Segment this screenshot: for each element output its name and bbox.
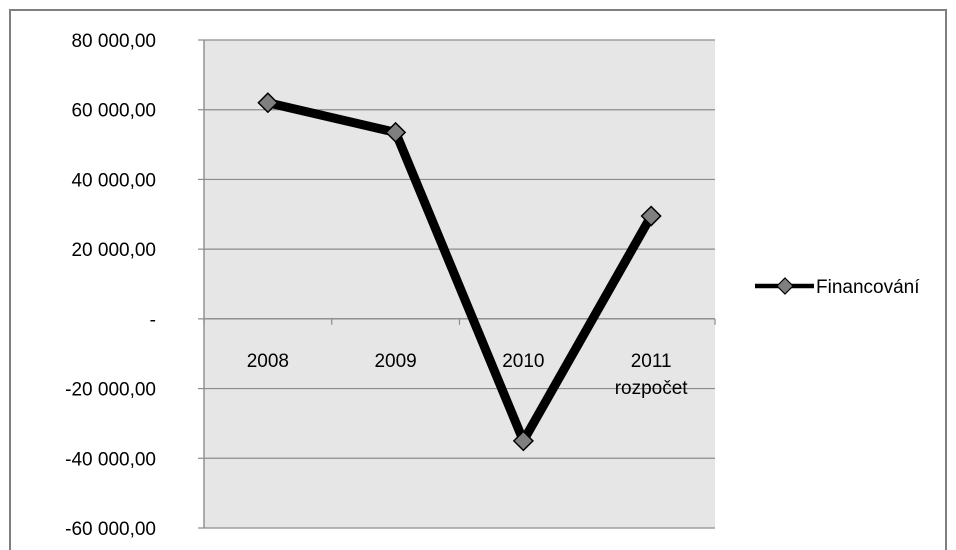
series-layer bbox=[257, 92, 662, 452]
data-point-marker bbox=[640, 205, 662, 227]
y-tick-label: 80 000,00 bbox=[71, 31, 156, 52]
data-point-marker bbox=[385, 121, 407, 143]
y-tick-label: -20 000,00 bbox=[65, 380, 156, 401]
data-point-marker bbox=[257, 92, 279, 114]
legend: Financování bbox=[755, 277, 920, 298]
x-tick-label: 2011 rozpočet bbox=[615, 351, 689, 399]
y-tick-label: 60 000,00 bbox=[71, 101, 156, 122]
legend-marker bbox=[776, 277, 794, 295]
series-line bbox=[266, 98, 656, 446]
x-tick-label: 2010 bbox=[502, 351, 544, 372]
x-axis-tick-labels: 2008 2009 2010 2011 rozpočet bbox=[247, 351, 689, 399]
y-tick-label: -40 000,00 bbox=[65, 449, 156, 470]
data-point-marker bbox=[512, 430, 534, 452]
y-tick-label: 20 000,00 bbox=[71, 240, 156, 261]
y-tick-label: - bbox=[150, 310, 156, 331]
legend-label: Financování bbox=[816, 277, 920, 298]
y-tick-label: 40 000,00 bbox=[71, 170, 156, 191]
x-tick-label: 2009 bbox=[374, 351, 416, 372]
y-tick-label: -60 000,00 bbox=[65, 519, 156, 540]
x-tick-label: 2008 bbox=[247, 351, 289, 372]
y-axis-tick-labels: 80 000,00 60 000,00 40 000,00 20 000,00 - -20… bbox=[65, 31, 156, 540]
